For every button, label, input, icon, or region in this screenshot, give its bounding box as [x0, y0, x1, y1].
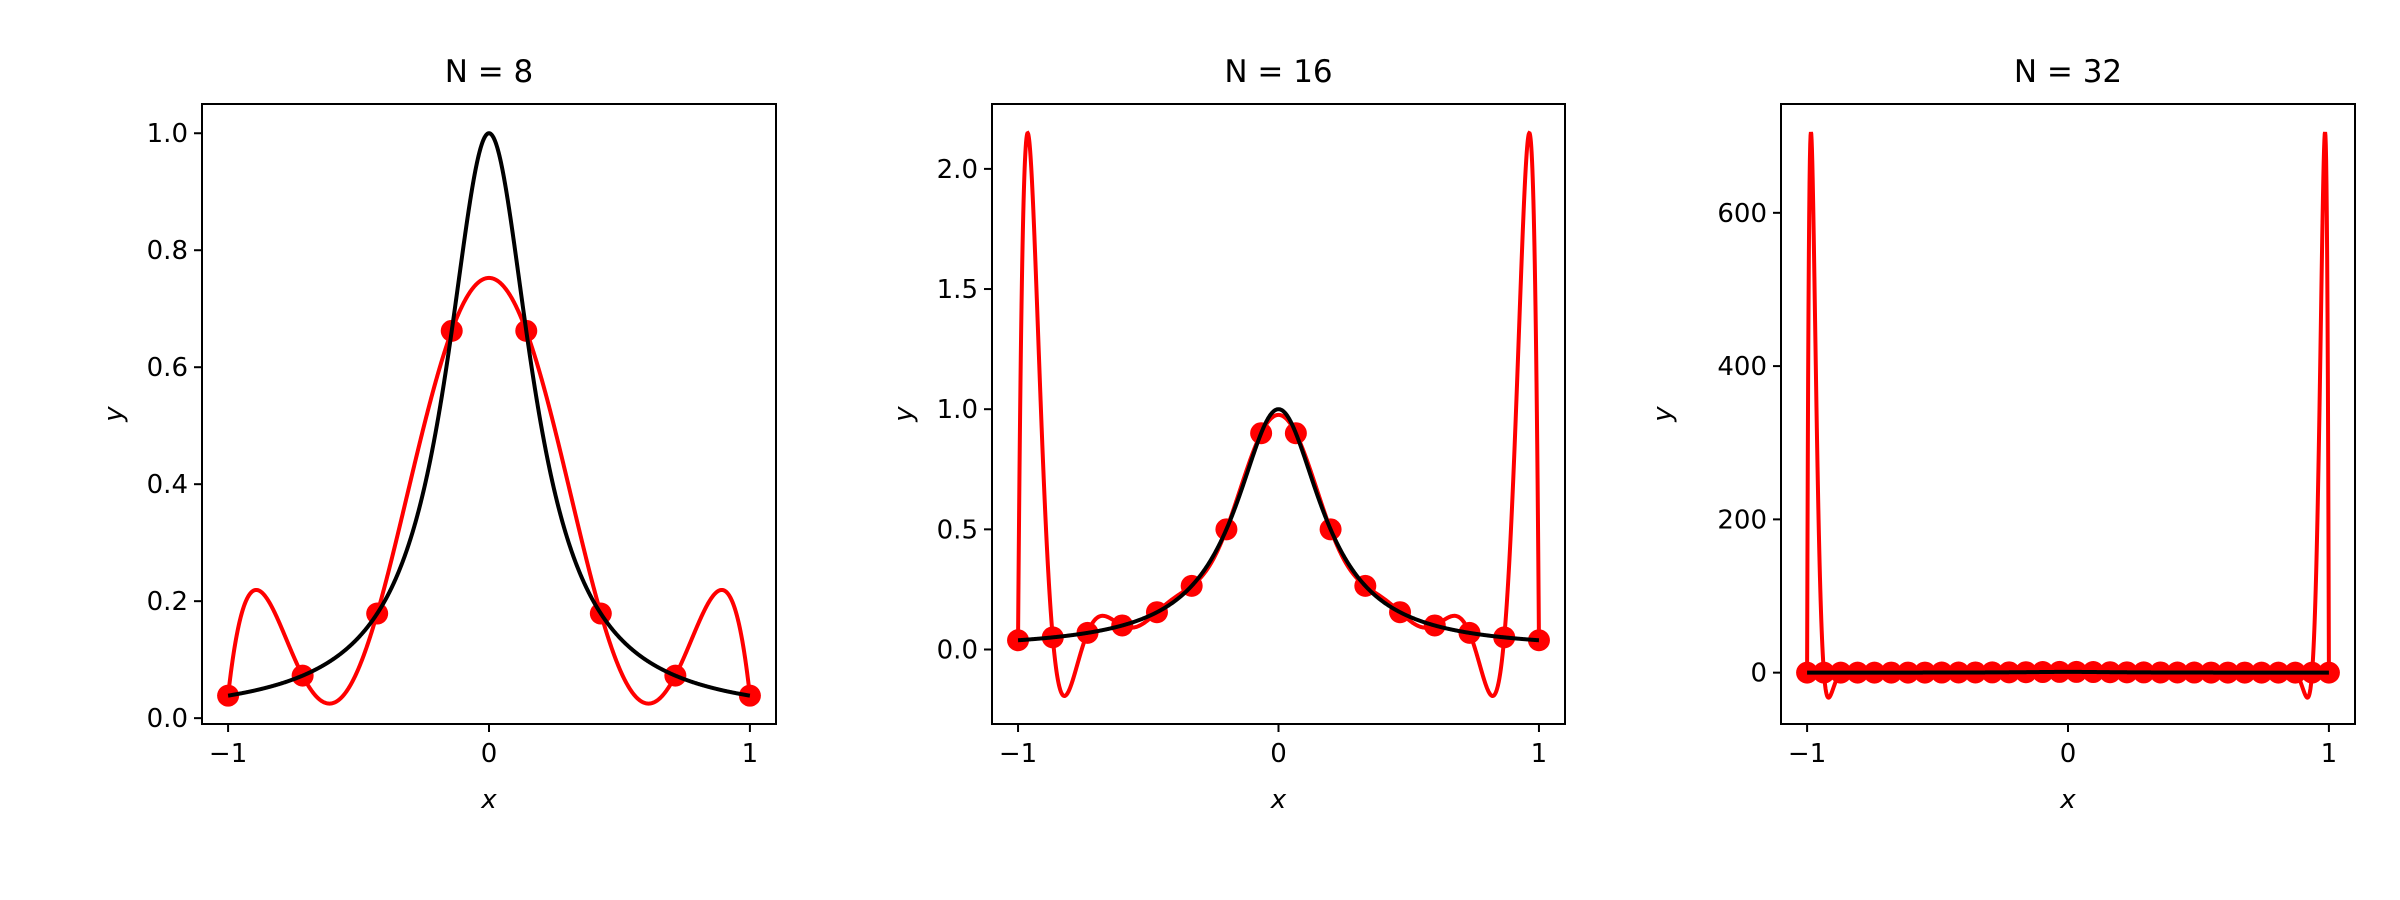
y-tick-label: 0.5 — [937, 515, 978, 545]
y-axis-label: y — [99, 406, 129, 423]
y-tick-label: 0.8 — [147, 236, 188, 266]
y-tick-label: 1.5 — [937, 275, 978, 305]
function-line — [1807, 669, 2329, 675]
x-tick-label: −1 — [999, 739, 1037, 769]
x-tick-label: 1 — [2321, 739, 2338, 769]
interpolant-line — [1016, 130, 1541, 698]
plot-area — [1796, 131, 2340, 700]
y-tick-label: 0.4 — [147, 470, 188, 500]
interpolant-line — [226, 275, 752, 706]
axes-frame — [1780, 103, 2356, 725]
y-tick-label: 200 — [1717, 505, 1767, 535]
plot-area — [1007, 130, 1550, 698]
y-axis-label: y — [1648, 406, 1678, 423]
y-tick-label: 1.0 — [147, 119, 188, 149]
y-tick-label: 1.0 — [937, 395, 978, 425]
subplot-title: N = 8 — [445, 54, 534, 90]
y-tick-label: 0.6 — [147, 353, 188, 383]
x-tick-label: 0 — [481, 739, 498, 769]
subplot-8: −1 0 1 0.0 0.2 0.4 0.6 0.8 1.0 N = 8 x y — [99, 54, 777, 815]
x-tick-label: 1 — [1531, 739, 1548, 769]
y-tick-label: 400 — [1717, 352, 1767, 382]
y-tick-label: 0 — [1750, 659, 1767, 689]
y-tick-label: 0.0 — [937, 636, 978, 666]
subplot-16: −1 0 1 0.0 0.5 1.0 1.5 2.0 N = 16 x y — [889, 54, 1566, 815]
y-tick-label: 600 — [1717, 199, 1767, 229]
x-axis-label: x — [1270, 785, 1287, 815]
node-marker — [1007, 629, 1030, 652]
y-tick-label: 2.0 — [937, 155, 978, 185]
plot-area — [217, 131, 761, 707]
x-axis-label: x — [2059, 785, 2076, 815]
y-tick-label: 0.2 — [147, 587, 188, 617]
y-axis-label: y — [889, 406, 919, 423]
function-line — [227, 131, 751, 698]
x-tick-label: −1 — [1788, 739, 1826, 769]
x-tick-label: 0 — [2060, 739, 2077, 769]
x-axis-label: x — [480, 785, 497, 815]
subplot-32: −1 0 1 0 200 400 600 N = 32 x y — [1648, 54, 2356, 815]
function-line — [1017, 407, 1540, 643]
subplot-title: N = 16 — [1224, 54, 1332, 90]
subplot-title: N = 32 — [2014, 54, 2122, 90]
node-marker — [1527, 629, 1550, 652]
x-tick-label: −1 — [209, 739, 247, 769]
axes-frame — [201, 103, 777, 725]
x-tick-label: 1 — [742, 739, 759, 769]
interpolant-line — [1805, 131, 2331, 700]
x-tick-label: 0 — [1270, 739, 1287, 769]
y-tick-label: 0.0 — [147, 704, 188, 734]
